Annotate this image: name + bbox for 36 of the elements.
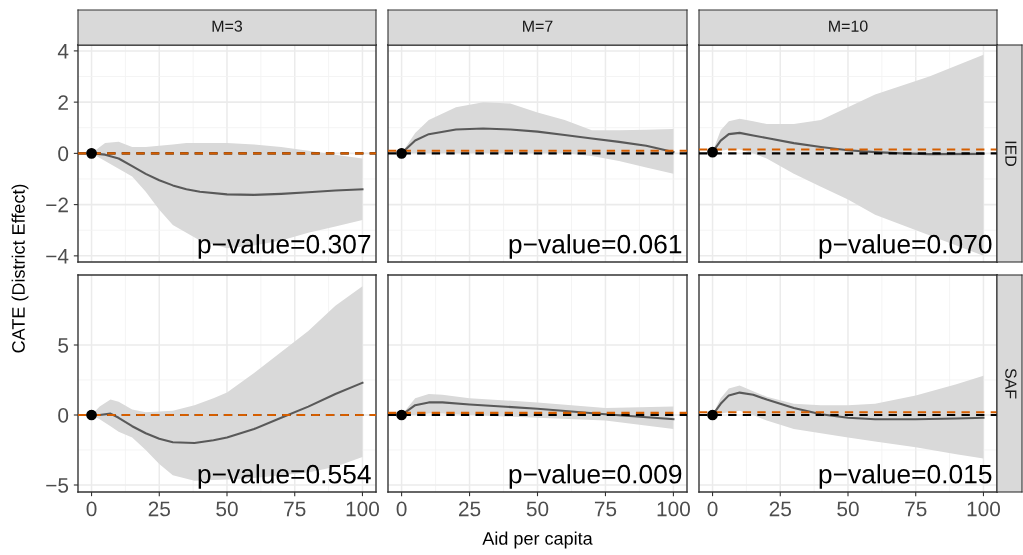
x-tick-label: 100 bbox=[967, 501, 1001, 517]
chart-title: M=7 bbox=[523, 20, 553, 32]
chart-title: M=10 bbox=[829, 20, 868, 32]
x-tick-label: 75 bbox=[284, 501, 306, 517]
x-tick-label: 0 bbox=[707, 501, 718, 517]
annotation: p−value=0.070 bbox=[819, 234, 992, 259]
x-tick-label: 50 bbox=[526, 501, 549, 517]
annotation: p−value=0.061 bbox=[509, 234, 682, 259]
annotation: p−value=0.015 bbox=[819, 464, 992, 489]
annotation: p−value=0.554 bbox=[198, 464, 371, 489]
x-tick-label: 25 bbox=[148, 501, 170, 517]
x-tick-label: 25 bbox=[769, 501, 791, 517]
annotation: p−value=0.307 bbox=[198, 234, 371, 259]
x-tick-label: 50 bbox=[216, 501, 238, 517]
x-tick-label: 75 bbox=[594, 501, 617, 517]
y-tick-label: 5 bbox=[58, 338, 69, 353]
y-tick-label: 0 bbox=[58, 408, 69, 423]
y2-axis-title: IED bbox=[1005, 141, 1017, 167]
y-tick-label: 4 bbox=[57, 44, 69, 59]
x-tick-label: 50 bbox=[837, 501, 859, 517]
x-axis-title: Aid per capita bbox=[482, 531, 593, 549]
y-axis-title: CATE (District Effect) bbox=[11, 184, 29, 353]
x-tick-label: 0 bbox=[396, 501, 407, 517]
y-tick-label: −2 bbox=[46, 197, 68, 213]
x-tick-label: 100 bbox=[346, 501, 380, 517]
y-tick-label: −5 bbox=[46, 478, 69, 493]
x-tick-label: 75 bbox=[905, 501, 927, 517]
y-tick-label: −4 bbox=[46, 249, 69, 264]
y2-axis-title: SAF bbox=[1005, 368, 1017, 399]
annotation: p−value=0.009 bbox=[509, 464, 682, 489]
x-tick-label: 25 bbox=[459, 501, 481, 517]
x-tick-label: 0 bbox=[86, 501, 97, 517]
y-tick-label: 2 bbox=[58, 95, 68, 110]
x-tick-label: 100 bbox=[657, 501, 690, 517]
chart-title: M=3 bbox=[212, 20, 243, 32]
y-tick-label: 0 bbox=[58, 146, 69, 162]
